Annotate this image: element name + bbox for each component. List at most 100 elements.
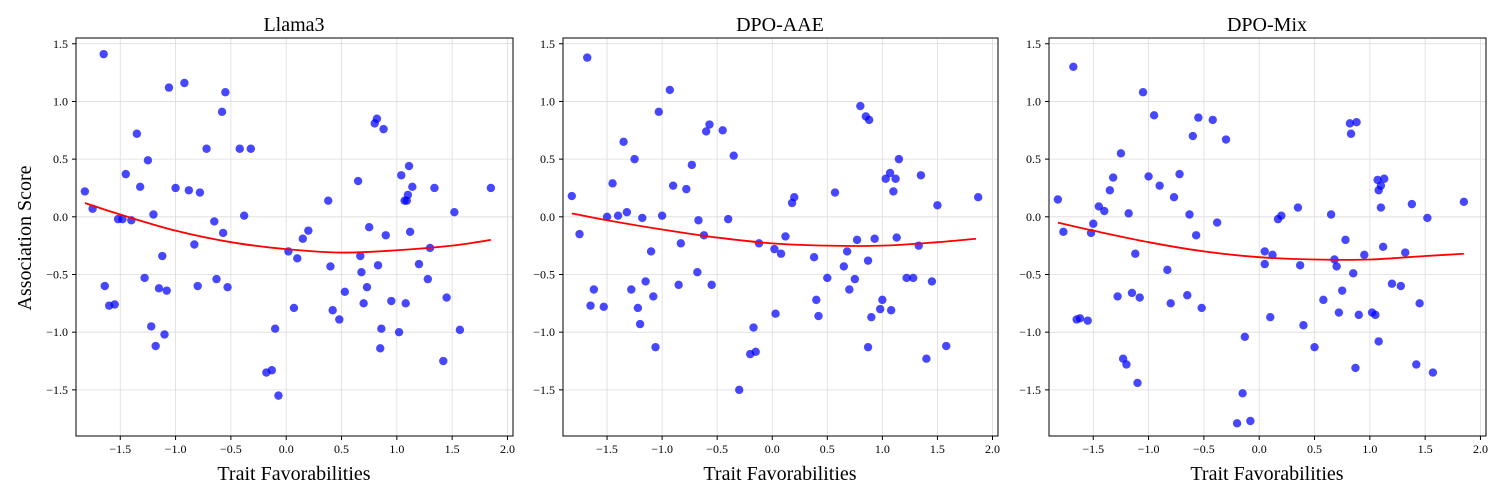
x-tick-label: −1.0 — [651, 442, 673, 456]
scatter-point — [210, 217, 219, 226]
x-tick-label: 1.5 — [445, 442, 460, 456]
scatter-point — [1183, 291, 1192, 300]
scatter-point — [147, 322, 156, 331]
scatter-point — [1319, 295, 1328, 305]
scatter-point — [221, 88, 230, 97]
scatter-point — [864, 115, 874, 125]
x-tick-label: −1.5 — [109, 442, 131, 456]
scatter-point — [790, 193, 799, 202]
scatter-point — [328, 306, 337, 315]
scatter-point — [638, 213, 647, 223]
scatter-point — [852, 235, 862, 245]
scatter-point — [889, 187, 898, 196]
scatter-point — [377, 324, 386, 333]
scatter-point — [1376, 203, 1386, 212]
x-tick-label: 0.0 — [1252, 442, 1267, 456]
x-tick-label: −1.5 — [596, 442, 618, 456]
scatter-point — [1197, 303, 1206, 313]
y-tick-label: 0.5 — [53, 152, 68, 166]
scatter-point — [190, 240, 199, 249]
scatter-point — [619, 137, 628, 147]
scatter-point — [403, 190, 413, 200]
scatter-point — [379, 124, 388, 134]
scatter-point — [1113, 292, 1122, 301]
scatter-point — [1212, 218, 1222, 227]
scatter-point — [304, 226, 313, 235]
scatter-point — [1188, 131, 1198, 141]
y-tick-label: −1.0 — [1019, 325, 1041, 339]
scatter-point — [627, 285, 636, 294]
scatter-point — [1075, 314, 1085, 323]
scatter-point — [246, 144, 255, 153]
x-tick-label: 2.0 — [500, 442, 515, 456]
scatter-point — [1191, 231, 1201, 240]
scatter-point — [942, 341, 951, 351]
scatter-point — [602, 212, 612, 222]
x-tick-label: 0.5 — [334, 442, 349, 456]
scatter-point — [140, 273, 149, 283]
scatter-point — [1277, 211, 1286, 220]
scatter-point — [735, 385, 744, 395]
scatter-point — [856, 101, 865, 111]
scatter-point — [651, 342, 660, 352]
y-tick-label: 0.5 — [540, 152, 555, 166]
y-tick-label: −0.5 — [533, 267, 555, 281]
scatter-point — [902, 273, 911, 283]
scatter-point — [718, 126, 727, 135]
scatter-point — [781, 232, 790, 241]
scatter-point — [1155, 181, 1164, 190]
scatter-point — [707, 280, 716, 290]
scatter-point — [776, 249, 786, 258]
scatter-point — [267, 366, 277, 375]
scatter-point — [694, 216, 703, 225]
x-tick-label: 0.5 — [1307, 442, 1322, 456]
scatter-point — [1127, 288, 1137, 298]
x-tick-label: −1.5 — [1082, 442, 1104, 456]
scatter-point — [973, 193, 983, 202]
scatter-point — [814, 311, 823, 321]
scatter-point — [356, 251, 365, 261]
scatter-point — [812, 295, 821, 305]
scatter-point — [1221, 135, 1231, 144]
scatter-point — [218, 228, 228, 238]
scatter-point — [693, 267, 702, 277]
scatter-point — [364, 222, 374, 232]
axes-frame — [562, 37, 999, 437]
scatter-point — [1360, 250, 1369, 260]
scatter-point — [589, 285, 599, 294]
scatter-point — [180, 78, 189, 88]
scatter-point — [1293, 203, 1303, 212]
panel-title: DPO-AAE — [736, 14, 824, 36]
x-tick-label: 1.5 — [1418, 442, 1433, 456]
scatter-point — [353, 176, 363, 186]
scatter-point — [654, 107, 664, 117]
scatter-point — [771, 309, 780, 318]
fit-curve — [1057, 221, 1464, 261]
scatter-point — [151, 341, 160, 351]
scatter-point — [1069, 62, 1078, 72]
scatter-point — [881, 174, 890, 183]
scatter-point — [387, 296, 396, 306]
y-tick-label: 0.0 — [540, 210, 555, 224]
scatter-point — [1240, 332, 1250, 341]
scatter-point — [1208, 115, 1217, 125]
y-tick-label: −0.5 — [1019, 267, 1041, 281]
panel-xlabel: Trait Favorabilities — [217, 463, 370, 485]
scatter-point — [99, 49, 108, 59]
scatter-point — [160, 330, 169, 339]
scatter-point — [583, 53, 592, 62]
scatter-point — [863, 342, 873, 352]
scatter-point — [567, 191, 577, 201]
scatter-point — [1124, 209, 1133, 218]
scatter-point — [842, 247, 852, 256]
y-tick-label: 1.0 — [1026, 94, 1041, 108]
scatter-point — [1246, 416, 1255, 426]
scatter-point — [850, 274, 860, 284]
scatter-point — [293, 254, 302, 263]
scatter-point — [646, 247, 656, 256]
x-tick-label: 1.0 — [389, 442, 404, 456]
scatter-point — [933, 201, 942, 210]
scatter-point — [442, 293, 451, 302]
scatter-point — [110, 300, 119, 309]
scatter-point — [1122, 360, 1131, 369]
